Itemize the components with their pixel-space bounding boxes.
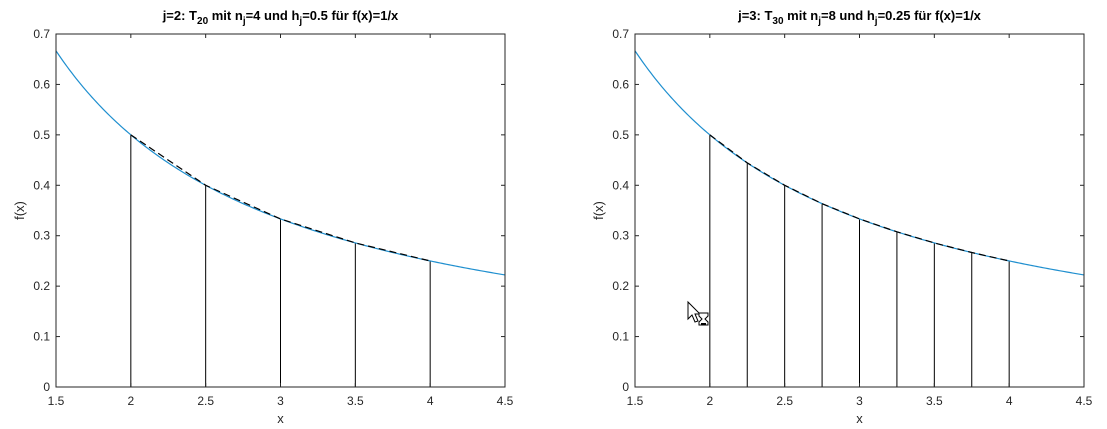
title-part: =8 und h bbox=[821, 8, 875, 23]
title-subscript: j bbox=[298, 16, 302, 27]
x-tick-label: 3 bbox=[856, 394, 863, 408]
y-axis-label: f(x) bbox=[591, 201, 606, 220]
title-subscript: j bbox=[242, 16, 246, 27]
x-tick-label: 2.5 bbox=[776, 394, 793, 408]
x-tick-label: 4 bbox=[1006, 394, 1013, 408]
x-tick-label: 1.5 bbox=[627, 394, 644, 408]
title-part: j=3: T bbox=[737, 8, 772, 23]
trapezoid-polyline bbox=[709, 134, 1010, 262]
chart-title: j=2: T20 mit nj=4 und hj=0.5 für f(x)=1/… bbox=[162, 8, 399, 27]
title-part: mit n bbox=[784, 8, 819, 23]
x-tick-label: 4.5 bbox=[1076, 394, 1093, 408]
y-tick-label: 0 bbox=[622, 380, 629, 394]
x-axis-label: x bbox=[856, 411, 863, 426]
chart-j3: 1.5 2 2.5 3 3.5 4 4.5 0 0.1 0.2 0.3 0.4 0.5 0.6 0.7 x f(… bbox=[591, 8, 1093, 426]
y-tick-label: 0.4 bbox=[33, 178, 50, 192]
title-subscript: 30 bbox=[772, 16, 784, 27]
x-tick-label: 4 bbox=[427, 394, 434, 408]
trapezoid-polyline bbox=[130, 134, 431, 262]
title-part: j=2: T bbox=[162, 8, 197, 23]
y-tick-label: 0.6 bbox=[612, 77, 629, 91]
x-axis-label: x bbox=[277, 411, 284, 426]
y-tick-label: 0.6 bbox=[33, 77, 50, 91]
title-part: mit n bbox=[208, 8, 243, 23]
chart-title: j=3: T30 mit nj=8 und hj=0.25 für f(x)=1… bbox=[737, 8, 982, 27]
x-tick-label: 3 bbox=[277, 394, 284, 408]
y-tick-label: 0.2 bbox=[33, 279, 50, 293]
y-tick-label: 0.5 bbox=[612, 128, 629, 142]
title-subscript: 20 bbox=[197, 16, 209, 27]
title-subscript: j bbox=[817, 16, 821, 27]
x-tick-label: 1.5 bbox=[48, 394, 65, 408]
busy-cursor-icon bbox=[684, 299, 714, 329]
title-part: =0.5 für f(x)=1/x bbox=[302, 8, 399, 23]
chart-j2: 1.5 2 2.5 3 3.5 4 4.5 0 0.1 0.2 0.3 0.4 0.5 0.6 0.7 x f(… bbox=[12, 8, 514, 426]
y-tick-label: 0.7 bbox=[33, 27, 50, 41]
y-tick-label: 0.4 bbox=[612, 178, 629, 192]
title-part: =4 und h bbox=[246, 8, 300, 23]
title-part: =0.25 für f(x)=1/x bbox=[878, 8, 982, 23]
title-subscript: j bbox=[874, 16, 878, 27]
y-tick-label: 0.3 bbox=[612, 229, 629, 243]
y-tick-label: 0.5 bbox=[33, 128, 50, 142]
x-tick-label: 3.5 bbox=[347, 394, 364, 408]
x-tick-label: 2 bbox=[127, 394, 134, 408]
x-tick-label: 2 bbox=[706, 394, 713, 408]
x-tick-label: 3.5 bbox=[926, 394, 943, 408]
y-tick-label: 0.1 bbox=[612, 330, 629, 344]
y-axis-label: f(x) bbox=[12, 201, 27, 220]
y-tick-label: 0.7 bbox=[612, 27, 629, 41]
x-tick-label: 2.5 bbox=[197, 394, 214, 408]
y-tick-label: 0.1 bbox=[33, 330, 50, 344]
y-tick-label: 0.2 bbox=[612, 279, 629, 293]
y-tick-label: 0.3 bbox=[33, 229, 50, 243]
x-tick-label: 4.5 bbox=[497, 394, 514, 408]
y-tick-label: 0 bbox=[43, 380, 50, 394]
